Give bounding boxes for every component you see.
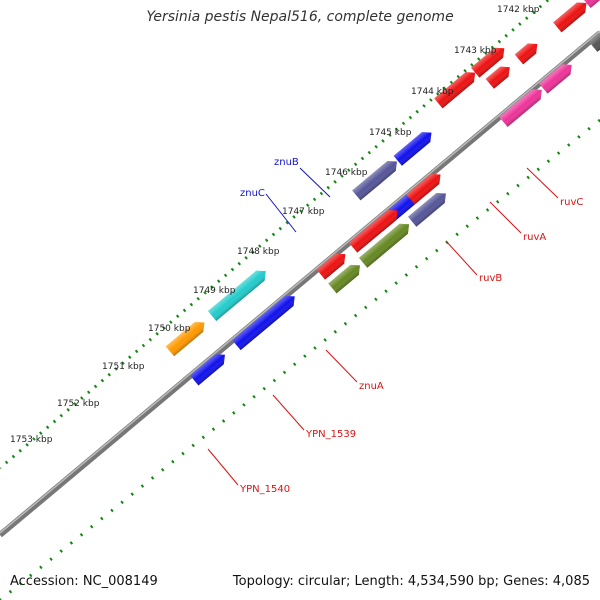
gene-arrow-shade [406, 174, 441, 205]
tick-label: 1743 kbp [454, 46, 497, 56]
tick-label: 1750 kbp [148, 324, 191, 334]
gene-label-znuA[interactable]: znuA [359, 381, 384, 392]
tick-label: 1746 kbp [325, 168, 368, 178]
ruvC-callout [526, 167, 559, 199]
tick-label: 1753 kbp [10, 435, 53, 445]
gene-arrow-shade [232, 295, 295, 351]
ruvA-callout [489, 201, 522, 234]
gene-arrow-shade [471, 47, 505, 78]
gene-arrow-shade [582, 0, 600, 8]
tick-label: 1744 kbp [411, 87, 454, 97]
gene-arrow-shade [316, 253, 346, 280]
outer-tick-track [0, 0, 549, 470]
gene-arrow-shade [358, 223, 410, 268]
YPN_1540-callout [207, 448, 239, 486]
gene-arrow-shade [499, 89, 542, 127]
gene-arrow-shade [165, 321, 205, 357]
gene-label-YPN_1540[interactable]: YPN_1540 [239, 484, 290, 495]
znuA-callout [325, 349, 358, 383]
gene-arrow-shade [553, 2, 587, 33]
accession-text: Accession: NC_008149 [10, 574, 158, 589]
tick-label: 1747 kbp [282, 207, 325, 217]
gene-arrow-shade [539, 64, 572, 94]
map-title: Yersinia pestis Nepal516, complete genom… [146, 9, 454, 25]
tick-label: 1742 kbp [497, 5, 540, 15]
gene-arrow-shade [328, 264, 361, 294]
gene-label-znuB[interactable]: znuB [274, 157, 299, 168]
gene-arrow-shade [352, 160, 397, 201]
gene-label-ruvA[interactable]: ruvA [523, 232, 546, 243]
gene-arrow-shade [434, 72, 476, 109]
gene-arrow-shade [190, 354, 225, 386]
genome-backbone-highlight [0, 30, 600, 534]
gene-arrow-shade [207, 270, 266, 322]
gene-arrow-shade [393, 132, 432, 166]
znuC-callout [265, 193, 297, 233]
tick-label: 1752 kbp [57, 399, 100, 409]
ruvB-callout [445, 240, 478, 276]
gene-arrow-shade [348, 209, 398, 253]
topology-text: Topology: circular; Length: 4,534,590 bp… [232, 574, 590, 589]
gene-arrow-shade [485, 66, 510, 89]
tick-label: 1745 kbp [369, 128, 412, 138]
inner-tick-track [0, 118, 600, 600]
gene-label-znuC[interactable]: znuC [240, 188, 265, 199]
gene-label-YPN_1539[interactable]: YPN_1539 [305, 429, 356, 440]
tick-label: 1751 kbp [102, 362, 145, 372]
gene-arrow-shade [514, 43, 538, 65]
gene-arrow-shade [408, 193, 446, 227]
YPN_1539-callout [272, 394, 305, 431]
gene-label-ruvC[interactable]: ruvC [560, 197, 583, 208]
tick-label: 1748 kbp [237, 247, 280, 257]
gene-label-ruvB[interactable]: ruvB [479, 273, 502, 284]
tick-label: 1749 kbp [193, 286, 236, 296]
znuB-callout [299, 167, 331, 198]
gene-arrow-shade [589, 20, 600, 52]
